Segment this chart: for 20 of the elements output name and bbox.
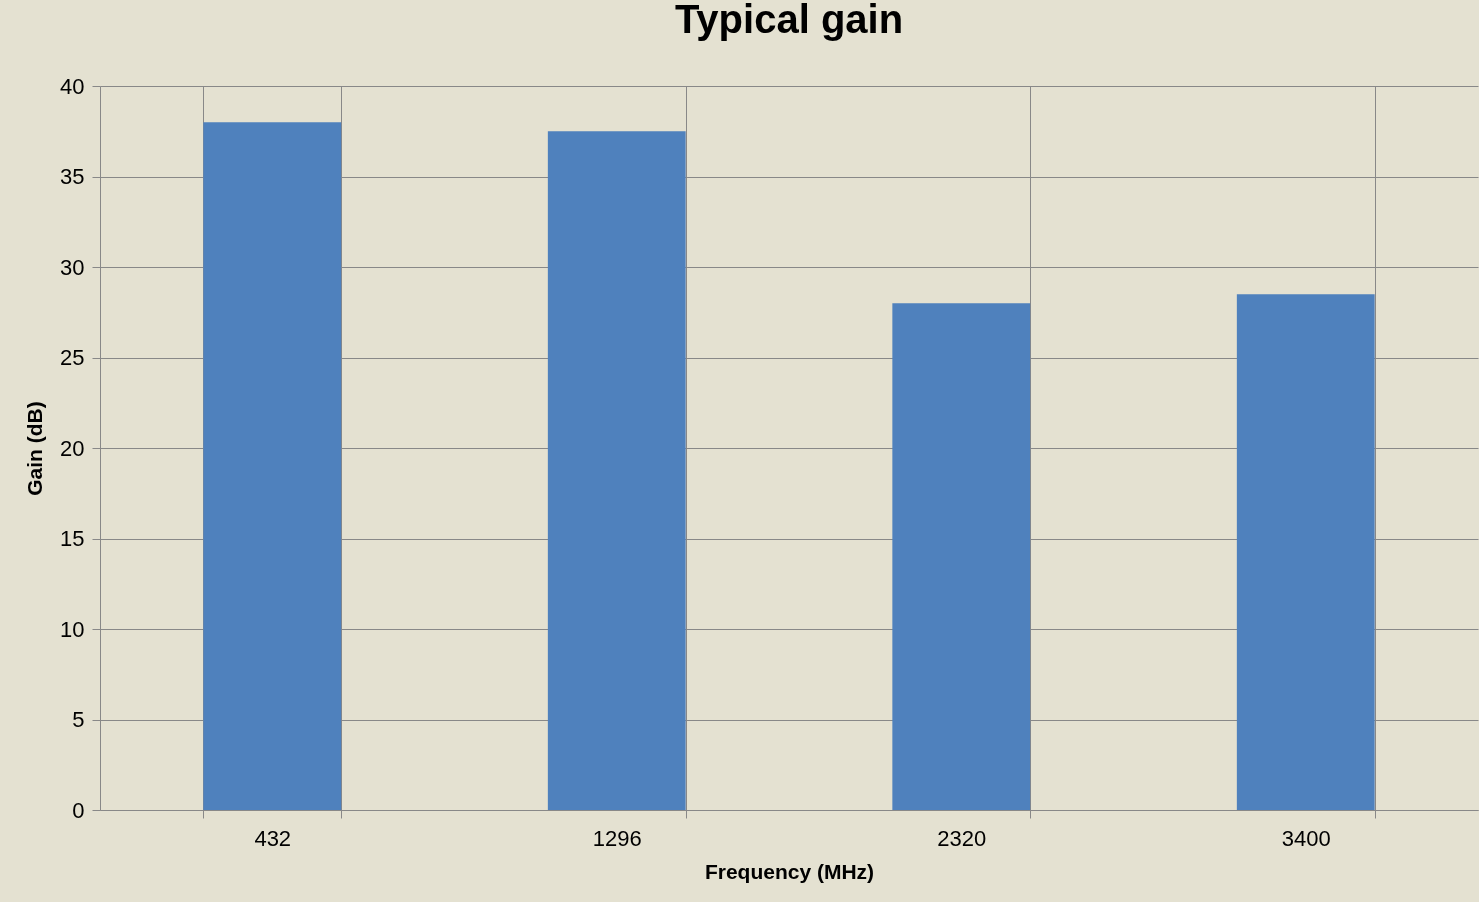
bar — [547, 131, 686, 810]
y-tick-label: 10 — [60, 616, 85, 642]
bar — [1236, 294, 1375, 810]
chart-title: Typical gain — [674, 0, 904, 41]
x-tick-label: 3400 — [1281, 825, 1331, 851]
bar — [892, 303, 1031, 810]
y-axis-title: Gain (dB) — [23, 401, 47, 496]
x-tick-label: 1296 — [592, 825, 642, 851]
x-axis-title: Frequency (MHz) — [704, 859, 875, 883]
bar — [203, 122, 342, 810]
x-tick-label: 2320 — [937, 825, 987, 851]
y-tick-label: 20 — [60, 435, 85, 461]
y-tick-label: 5 — [72, 707, 85, 732]
y-tick-label: 35 — [60, 164, 85, 189]
x-tick-label: 432 — [254, 825, 292, 851]
y-tick-label: 40 — [60, 73, 85, 99]
y-tick-label: 0 — [72, 797, 85, 823]
y-tick-label: 30 — [60, 254, 85, 280]
y-tick-label: 25 — [60, 345, 85, 370]
y-tick-label: 15 — [60, 526, 85, 551]
